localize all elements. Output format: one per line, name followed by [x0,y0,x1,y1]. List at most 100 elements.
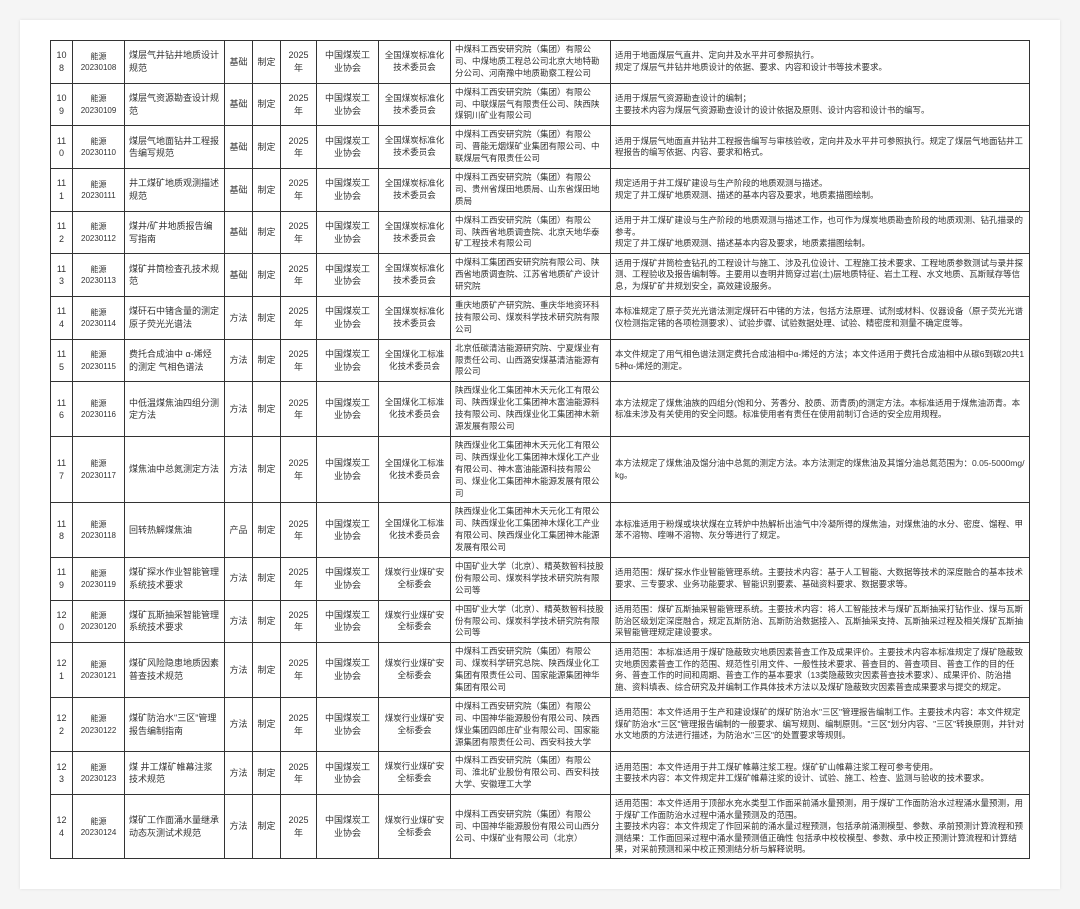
table-row: 116能源20230116中低温煤焦油四组分测定方法方法制定2025 年中国煤炭… [51,382,1030,437]
row-committee: 全国煤炭标准化技术委员会 [379,126,451,169]
row-type: 基础 [225,126,253,169]
row-name: 煤 井工煤矿帷幕注浆技术规范 [125,752,225,795]
row-index: 109 [51,83,73,126]
row-desc: 适用于煤层气地面直井钻井工程报告编写与审核验收，定向井及水平井可参照执行。规定了… [611,126,1030,169]
row-name: 回转热解煤焦油 [125,503,225,558]
row-index: 119 [51,557,73,600]
row-year: 2025 年 [281,126,317,169]
row-id: 能源20230122 [73,697,125,752]
row-type: 方法 [225,600,253,643]
row-unit: 中煤科工西安研究院（集团）有限公司、中国神华能源股份有限公司、陕西煤业集团四郎庄… [451,697,611,752]
row-desc: 适用于煤层气资源勘查设计的编制；主要技术内容为煤层气资源勘查设计的设计依据及原则… [611,83,1030,126]
row-index: 110 [51,126,73,169]
row-unit: 中煤科工西安研究院（集团）有限公司、贵州省煤田地质局、山东省煤田地质局 [451,169,611,212]
row-name: 煤矿瓦斯抽采智能管理系统技术要求 [125,600,225,643]
table-row: 123能源20230123煤 井工煤矿帷幕注浆技术规范方法制定2025 年中国煤… [51,752,1030,795]
row-index: 113 [51,254,73,297]
row-desc: 本方法规定了煤焦油及馏分油中总氮的测定方法。本方法测定的煤焦油及其馏分油总氮范围… [611,436,1030,502]
row-index: 112 [51,211,73,254]
row-committee: 全国煤炭标准化技术委员会 [379,169,451,212]
row-committee: 全国煤炭标准化技术委员会 [379,297,451,340]
row-type: 方法 [225,643,253,698]
row-name: 费托合成油中 α-烯烃的测定 气相色谱法 [125,339,225,382]
row-index: 115 [51,339,73,382]
row-committee: 全国煤化工标准化技术委员会 [379,339,451,382]
row-action: 制定 [253,297,281,340]
row-action: 制定 [253,503,281,558]
row-name: 煤层气资源勘查设计规范 [125,83,225,126]
row-index: 121 [51,643,73,698]
row-committee: 煤炭行业煤矿安全标委会 [379,557,451,600]
row-desc: 本标准规定了原子荧光光谱法测定煤矸石中锗的方法，包括方法原理、试剂或材料、仪器设… [611,297,1030,340]
row-desc: 适用范围：本文件适用于井工煤矿帷幕注浆工程。煤矿矿山帷幕注浆工程可参考使用。主要… [611,752,1030,795]
row-committee: 煤炭行业煤矿安全标委会 [379,643,451,698]
row-unit: 重庆地质矿产研究院、重庆华地资环科技有限公司、煤炭科学技术研究院有限公司 [451,297,611,340]
row-desc: 规定适用于井工煤矿建设与生产阶段的地质观测与描述。规定了井工煤矿地质观测、描述的… [611,169,1030,212]
row-index: 120 [51,600,73,643]
row-index: 123 [51,752,73,795]
row-committee: 全国煤化工标准化技术委员会 [379,503,451,558]
row-action: 制定 [253,795,281,859]
table-row: 120能源20230120煤矿瓦斯抽采智能管理系统技术要求方法制定2025 年中… [51,600,1030,643]
row-org: 中国煤炭工业协会 [317,297,379,340]
row-name: 煤矿工作面涌水量继承动态灰测试术规范 [125,795,225,859]
row-type: 方法 [225,297,253,340]
table-row: 113能源20230113煤矿井筒检查孔技术规范基础制定2025 年中国煤炭工业… [51,254,1030,297]
row-id: 能源20230108 [73,41,125,84]
row-desc: 适用于井工煤矿建设与生产阶段的地质观测与描述工作，也可作为煤炭地质勘查阶段的地质… [611,211,1030,254]
table-row: 111能源20230111井工煤矿地质观测描述规范基础制定2025 年中国煤炭工… [51,169,1030,212]
row-committee: 全国煤化工标准化技术委员会 [379,436,451,502]
row-type: 方法 [225,795,253,859]
row-unit: 中煤科工西安研究院（集团）有限公司、煤炭科学研究总院、陕西煤业化工集团有限责任公… [451,643,611,698]
row-committee: 全国煤炭标准化技术委员会 [379,211,451,254]
row-committee: 煤炭行业煤矿安全标委会 [379,697,451,752]
row-year: 2025 年 [281,254,317,297]
row-org: 中国煤炭工业协会 [317,83,379,126]
standards-table: 108能源20230108煤层气井钻井地质设计规范基础制定2025 年中国煤炭工… [50,40,1030,859]
row-org: 中国煤炭工业协会 [317,697,379,752]
row-id: 能源20230119 [73,557,125,600]
row-action: 制定 [253,557,281,600]
row-action: 制定 [253,211,281,254]
row-type: 方法 [225,557,253,600]
row-org: 中国煤炭工业协会 [317,503,379,558]
row-type: 方法 [225,382,253,437]
row-year: 2025 年 [281,557,317,600]
row-unit: 中煤科工西安研究院（集团）有限公司、陕西省地质调查院、北京天地华泰矿工程技术有限… [451,211,611,254]
row-type: 方法 [225,697,253,752]
table-row: 121能源20230121煤矿风险隐患地质因素普查技术规范方法制定2025 年中… [51,643,1030,698]
row-type: 基础 [225,211,253,254]
row-year: 2025 年 [281,643,317,698]
row-committee: 全国煤化工标准化技术委员会 [379,382,451,437]
row-unit: 中国矿业大学（北京）、精英数智科技股份有限公司、煤炭科学技术研究院有限公司等 [451,557,611,600]
row-name: 煤矸石中锗含量的测定 原子荧光光谱法 [125,297,225,340]
row-year: 2025 年 [281,436,317,502]
row-committee: 全国煤炭标准化技术委员会 [379,83,451,126]
row-id: 能源20230114 [73,297,125,340]
row-id: 能源20230111 [73,169,125,212]
row-unit: 陕西煤业化工集团神木天元化工有限公司、陕西煤业化工集团神木煤化工产业有限公司、陕… [451,503,611,558]
row-type: 基础 [225,254,253,297]
row-id: 能源20230110 [73,126,125,169]
row-id: 能源20230109 [73,83,125,126]
row-committee: 煤炭行业煤矿安全标委会 [379,752,451,795]
row-index: 124 [51,795,73,859]
row-index: 122 [51,697,73,752]
row-year: 2025 年 [281,752,317,795]
row-name: 煤矿探水作业智能管理系统技术要求 [125,557,225,600]
row-year: 2025 年 [281,169,317,212]
row-committee: 全国煤炭标准化技术委员会 [379,41,451,84]
row-type: 方法 [225,436,253,502]
table-row: 124能源20230124煤矿工作面涌水量继承动态灰测试术规范方法制定2025 … [51,795,1030,859]
row-unit: 陕西煤业化工集团神木天元化工有限公司、陕西煤业化工集团神木富油能源科技有限公司、… [451,382,611,437]
row-name: 煤矿风险隐患地质因素普查技术规范 [125,643,225,698]
row-index: 117 [51,436,73,502]
table-row: 108能源20230108煤层气井钻井地质设计规范基础制定2025 年中国煤炭工… [51,41,1030,84]
row-type: 基础 [225,41,253,84]
row-year: 2025 年 [281,339,317,382]
row-action: 制定 [253,339,281,382]
row-org: 中国煤炭工业协会 [317,557,379,600]
row-desc: 适用于地面煤层气直井、定向井及水平井可参照执行。规定了煤层气井钻井地质设计的依据… [611,41,1030,84]
row-org: 中国煤炭工业协会 [317,795,379,859]
row-index: 108 [51,41,73,84]
